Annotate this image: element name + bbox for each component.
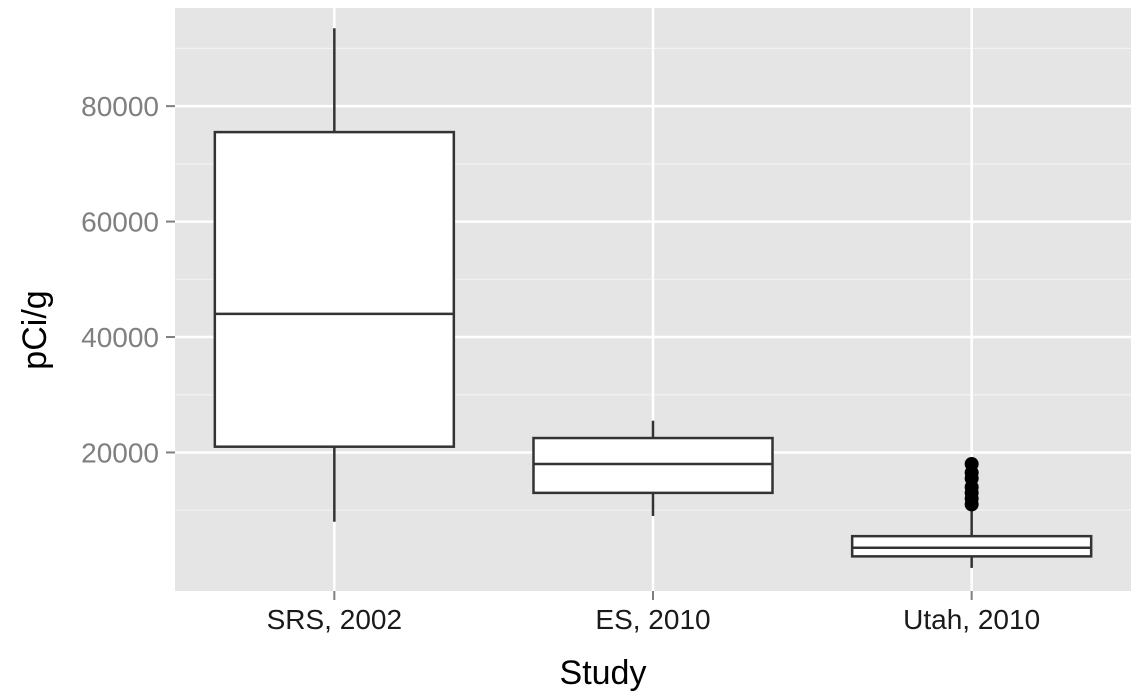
box-iqr	[213, 130, 456, 448]
y-axis-title: pCi/g	[16, 290, 54, 369]
y-tick-label: 20000	[81, 437, 159, 468]
axes: 20000 40000 60000 80000 SRS, 2002 ES, 2010 Uta…	[81, 91, 1040, 635]
box-3	[850, 457, 1093, 568]
boxes	[213, 28, 1093, 568]
x-tick-label: ES, 2010	[595, 604, 710, 635]
outlier-point	[964, 457, 979, 472]
box-2	[532, 420, 774, 516]
x-tick-label: SRS, 2002	[267, 604, 402, 635]
y-tick-label: 60000	[81, 207, 159, 238]
x-axis-title: Study	[560, 654, 647, 692]
box-iqr	[850, 534, 1093, 558]
box-1	[213, 28, 456, 522]
x-tick-label: Utah, 2010	[903, 604, 1040, 635]
y-tick-label: 80000	[81, 91, 159, 122]
box-iqr	[532, 436, 774, 495]
y-tick-label: 40000	[81, 322, 159, 353]
